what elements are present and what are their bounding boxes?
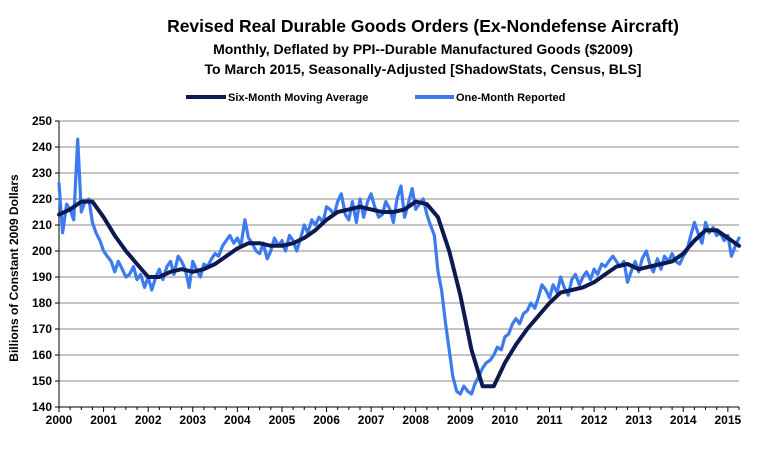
x-tick-label: 2004	[224, 413, 251, 427]
x-tick-label: 2001	[90, 413, 117, 427]
axes: 140 150 160 170 180 190 200 210 220 230 240 250 2000…	[32, 114, 742, 427]
x-tick-label: 2010	[492, 413, 519, 427]
x-tick-label: 2009	[447, 413, 474, 427]
x-tick-label: 2000	[46, 413, 73, 427]
y-tick-label: 240	[32, 140, 52, 154]
y-tick-label: 180	[32, 296, 52, 310]
y-tick-label: 160	[32, 348, 52, 362]
x-tick-label: 2007	[358, 413, 385, 427]
legend-label-six-month: Six-Month Moving Average	[228, 92, 368, 104]
y-tick-label: 220	[32, 192, 52, 206]
x-tick-label: 2015	[715, 413, 742, 427]
chart-subtitle: Monthly, Deflated by PPI--Durable Manufa…	[213, 41, 633, 57]
legend: Six-Month Moving Average One-Month Repor…	[186, 92, 565, 104]
x-tick-label: 2011	[536, 413, 562, 427]
x-tick-label: 2003	[179, 413, 206, 427]
x-tick-label: 2002	[135, 413, 162, 427]
x-tick-label: 2005	[269, 413, 296, 427]
y-tick-label: 140	[32, 400, 52, 414]
y-tick-label: 190	[32, 270, 52, 284]
y-tick-label: 150	[32, 374, 52, 388]
x-tick-label: 2012	[581, 413, 608, 427]
x-tick-label: 2014	[670, 413, 697, 427]
series-layer	[57, 137, 741, 396]
y-tick-label: 200	[32, 244, 52, 258]
x-tick-label: 2008	[402, 413, 429, 427]
chart-subtitle-2: To March 2015, Seasonally-Adjusted [Shad…	[205, 61, 642, 77]
y-tick-label: 230	[32, 166, 52, 180]
series-line-six-month-average	[57, 199, 741, 389]
y-tick-label: 170	[32, 322, 52, 336]
chart-title: Revised Real Durable Goods Orders (Ex-No…	[167, 16, 679, 36]
x-tick-label: 2013	[625, 413, 652, 427]
x-tick-label: 2006	[313, 413, 340, 427]
y-axis-label: Billions of Constant 2009 Dollars	[7, 174, 21, 362]
y-tick-label: 250	[32, 114, 52, 128]
legend-label-one-month: One-Month Reported	[456, 92, 565, 104]
series-line-one-month-reported	[57, 137, 741, 396]
y-tick-label: 210	[32, 218, 52, 232]
